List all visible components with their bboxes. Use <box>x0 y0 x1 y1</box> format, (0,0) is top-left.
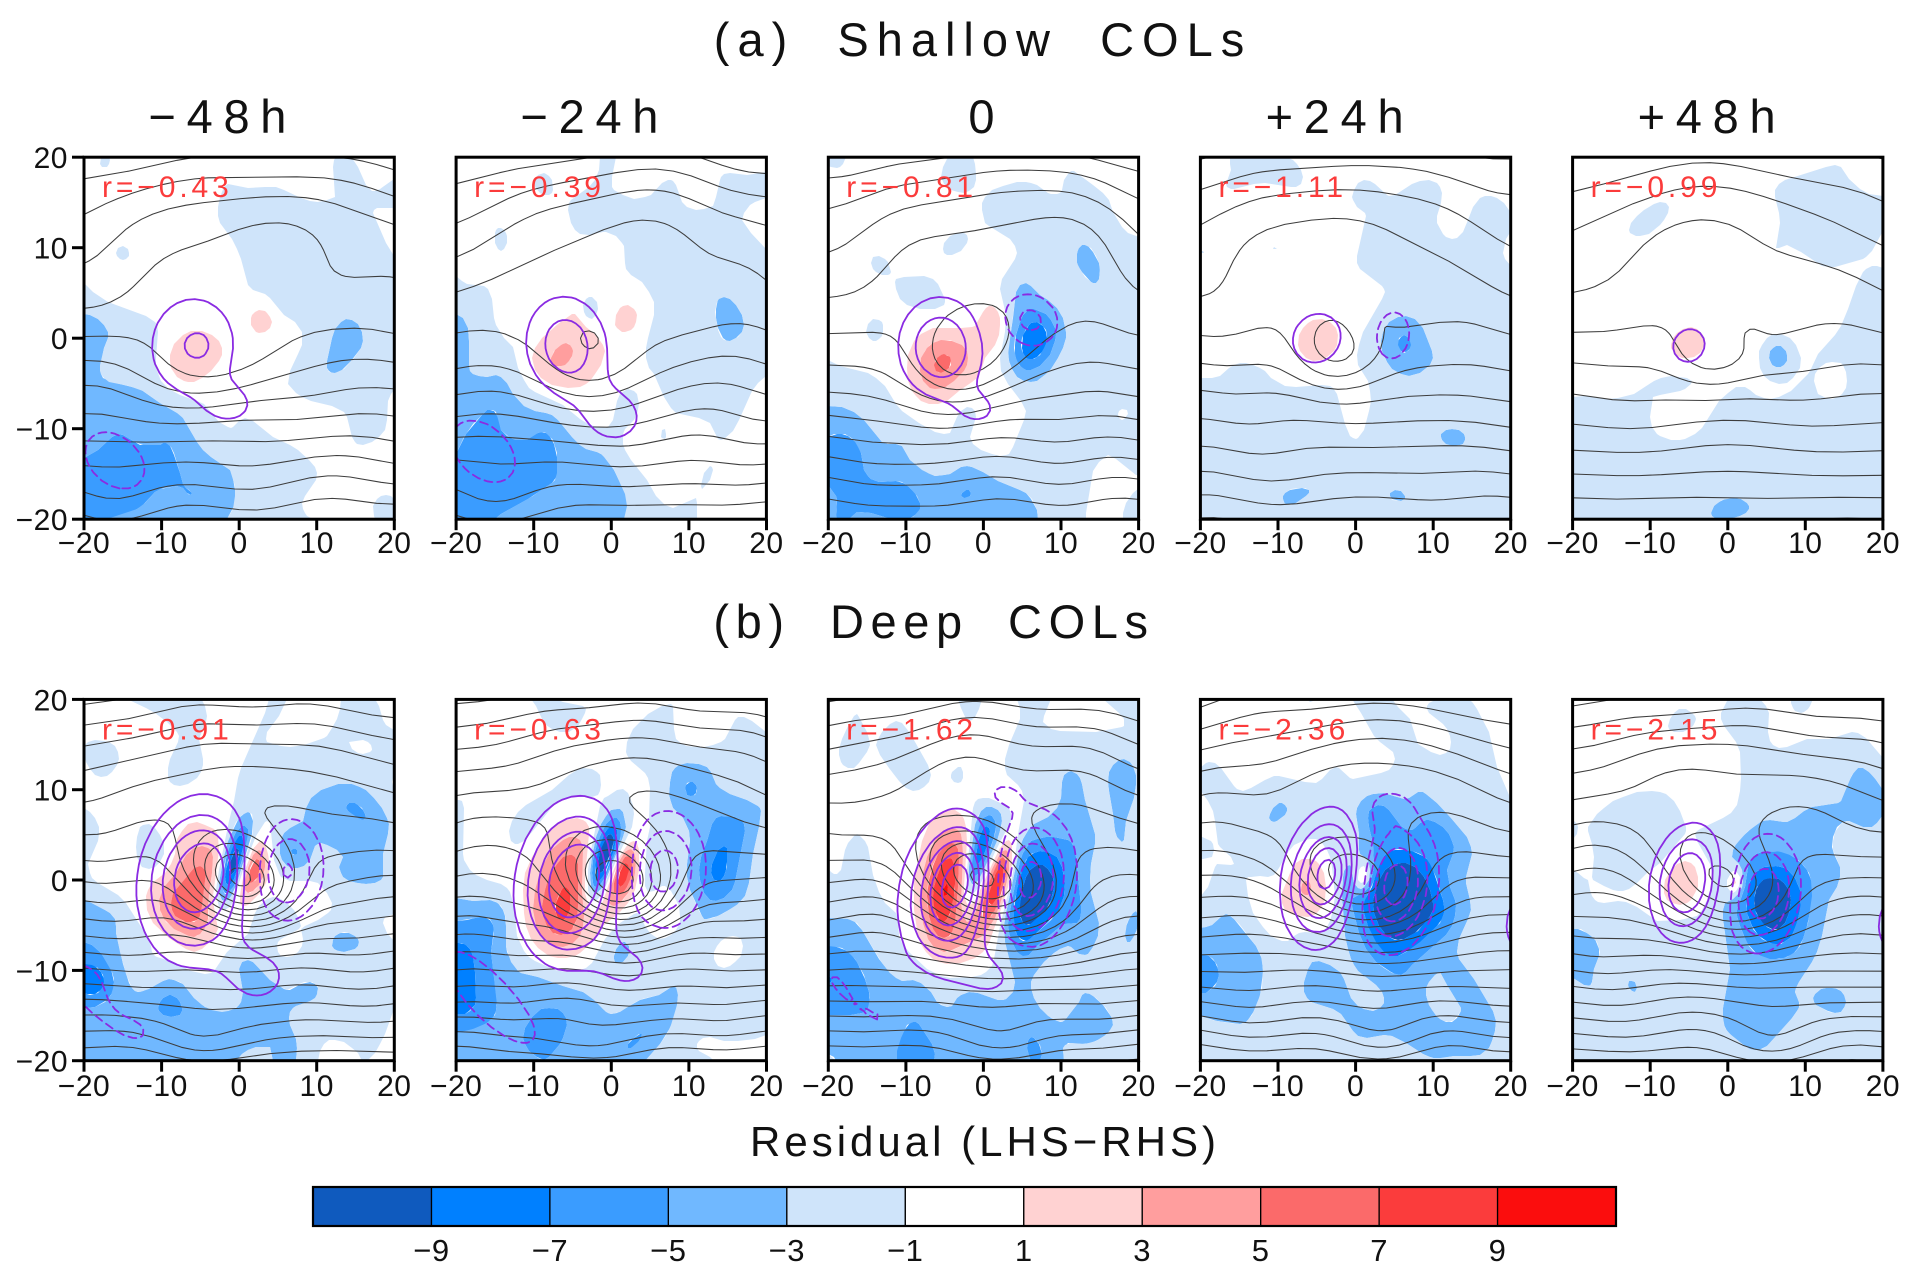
svg-text:−24h: −24h <box>520 90 669 143</box>
svg-text:0: 0 <box>1719 1070 1736 1103</box>
svg-text:0: 0 <box>975 527 992 560</box>
svg-text:20: 20 <box>34 142 68 175</box>
svg-text:−20: −20 <box>1174 527 1226 560</box>
svg-text:20: 20 <box>1866 527 1900 560</box>
svg-text:−9: −9 <box>413 1233 449 1268</box>
svg-text:10: 10 <box>1788 527 1822 560</box>
svg-text:5: 5 <box>1252 1233 1270 1268</box>
svg-text:−10: −10 <box>1252 1070 1304 1103</box>
svg-text:−20: −20 <box>802 1070 854 1103</box>
svg-text:−7: −7 <box>532 1233 568 1268</box>
svg-text:(a) Shallow COLs: (a) Shallow COLs <box>714 13 1252 66</box>
svg-text:−20: −20 <box>1174 1070 1226 1103</box>
svg-text:0: 0 <box>975 1070 992 1103</box>
svg-text:10: 10 <box>1044 1070 1078 1103</box>
svg-text:r=−1.11: r=−1.11 <box>1218 171 1347 204</box>
svg-text:−20: −20 <box>1546 1070 1598 1103</box>
svg-text:−10: −10 <box>508 527 560 560</box>
svg-text:0: 0 <box>51 323 68 356</box>
svg-text:r=−2.36: r=−2.36 <box>1218 713 1349 746</box>
svg-text:−20: −20 <box>430 527 482 560</box>
svg-text:−10: −10 <box>135 527 187 560</box>
svg-text:r=−0.91: r=−0.91 <box>102 713 233 746</box>
svg-text:0: 0 <box>1347 1070 1364 1103</box>
svg-text:−10: −10 <box>1624 527 1676 560</box>
svg-text:0: 0 <box>231 1070 248 1103</box>
svg-text:Residual (LHS−RHS): Residual (LHS−RHS) <box>750 1118 1220 1165</box>
svg-text:−48h: −48h <box>148 90 297 143</box>
svg-text:−10: −10 <box>880 1070 932 1103</box>
svg-text:r=−0.99: r=−0.99 <box>1591 171 1722 204</box>
svg-text:10: 10 <box>34 233 68 266</box>
svg-text:10: 10 <box>1416 1070 1450 1103</box>
svg-text:r=−0.63: r=−0.63 <box>474 713 605 746</box>
svg-text:20: 20 <box>377 1070 411 1103</box>
svg-text:0: 0 <box>1719 527 1736 560</box>
svg-text:−5: −5 <box>650 1233 686 1268</box>
svg-text:10: 10 <box>672 1070 706 1103</box>
svg-text:20: 20 <box>1494 527 1528 560</box>
svg-text:r=−1.62: r=−1.62 <box>846 713 977 746</box>
svg-text:r=−2.15: r=−2.15 <box>1591 713 1722 746</box>
svg-text:20: 20 <box>34 684 68 717</box>
svg-text:(b) Deep COLs: (b) Deep COLs <box>713 595 1154 648</box>
svg-text:−20: −20 <box>1546 527 1598 560</box>
svg-text:−20: −20 <box>16 504 68 537</box>
svg-text:20: 20 <box>1494 1070 1528 1103</box>
svg-text:10: 10 <box>1416 527 1450 560</box>
svg-text:10: 10 <box>672 527 706 560</box>
svg-text:+24h: +24h <box>1266 90 1415 143</box>
svg-text:10: 10 <box>1788 1070 1822 1103</box>
svg-text:r=−0.81: r=−0.81 <box>846 171 977 204</box>
svg-text:−10: −10 <box>1624 1070 1676 1103</box>
svg-text:10: 10 <box>300 527 334 560</box>
svg-text:7: 7 <box>1370 1233 1388 1268</box>
svg-text:+48h: +48h <box>1638 90 1787 143</box>
svg-text:20: 20 <box>749 527 783 560</box>
svg-text:1: 1 <box>1015 1233 1033 1268</box>
svg-text:20: 20 <box>749 1070 783 1103</box>
svg-text:10: 10 <box>34 775 68 808</box>
svg-text:10: 10 <box>1044 527 1078 560</box>
svg-text:−10: −10 <box>135 1070 187 1103</box>
svg-text:−10: −10 <box>16 414 68 447</box>
svg-text:20: 20 <box>1121 1070 1155 1103</box>
svg-text:9: 9 <box>1489 1233 1507 1268</box>
svg-text:−20: −20 <box>430 1070 482 1103</box>
svg-text:0: 0 <box>51 865 68 898</box>
svg-text:−20: −20 <box>802 527 854 560</box>
svg-text:−1: −1 <box>887 1233 923 1268</box>
svg-text:−10: −10 <box>508 1070 560 1103</box>
svg-text:−10: −10 <box>1252 527 1304 560</box>
svg-text:20: 20 <box>1121 527 1155 560</box>
svg-text:0: 0 <box>968 90 1005 143</box>
svg-text:−10: −10 <box>880 527 932 560</box>
svg-text:20: 20 <box>377 527 411 560</box>
svg-text:−20: −20 <box>58 1070 110 1103</box>
svg-text:−20: −20 <box>16 1046 68 1079</box>
svg-text:r=−0.43: r=−0.43 <box>102 171 233 204</box>
svg-text:−3: −3 <box>769 1233 805 1268</box>
svg-text:−10: −10 <box>16 955 68 988</box>
svg-text:−20: −20 <box>58 527 110 560</box>
svg-text:0: 0 <box>1347 527 1364 560</box>
svg-text:3: 3 <box>1133 1233 1151 1268</box>
svg-text:10: 10 <box>300 1070 334 1103</box>
svg-text:0: 0 <box>231 527 248 560</box>
svg-text:r=−0.39: r=−0.39 <box>474 171 605 204</box>
svg-text:0: 0 <box>603 1070 620 1103</box>
svg-text:20: 20 <box>1866 1070 1900 1103</box>
svg-text:0: 0 <box>603 527 620 560</box>
